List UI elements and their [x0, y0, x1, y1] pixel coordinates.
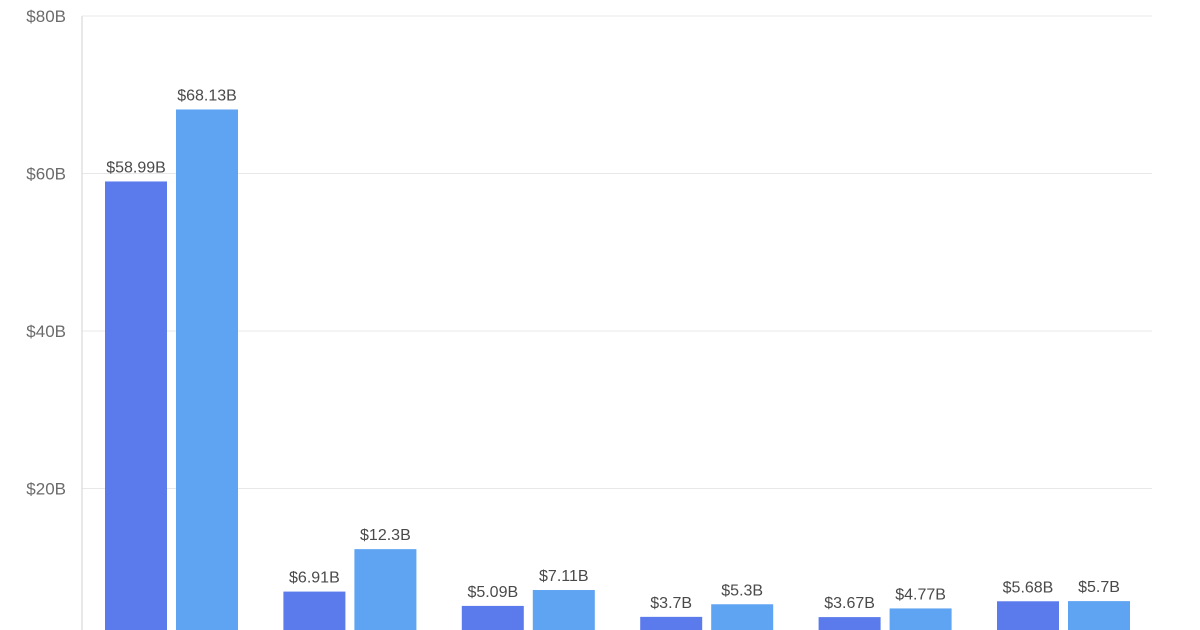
bar: [176, 109, 238, 630]
bar-value-label: $5.68B: [1003, 579, 1054, 596]
y-tick-label: $60B: [26, 165, 66, 184]
bar-value-label: $12.3B: [360, 527, 411, 544]
bar: [818, 617, 881, 630]
bar-value-label: $3.7B: [650, 595, 692, 612]
bar-value-label: $68.13B: [177, 87, 237, 104]
y-tick-label: $40B: [26, 322, 66, 341]
bar-value-label: $3.67B: [824, 595, 875, 612]
bar-value-label: $4.77B: [895, 586, 946, 603]
grid-lines: [82, 15, 1152, 489]
bar: [711, 604, 774, 630]
bar-value-label: $5.7B: [1078, 579, 1120, 596]
bar-value-label: $58.99B: [106, 159, 166, 176]
bar: [461, 605, 524, 630]
y-axis: $20B $40B $60B $80B: [26, 7, 83, 630]
bar: [283, 591, 346, 630]
bar: [997, 601, 1059, 630]
bar: [354, 549, 417, 630]
bar: [1068, 601, 1130, 630]
bar-value-label: $6.91B: [289, 570, 340, 587]
data-labels: $58.99B $6.91B $5.09B $3.7B $3.67B $5.68B $68.…: [106, 87, 1120, 612]
y-tick-label: $80B: [26, 7, 66, 26]
bar: [889, 608, 952, 630]
bar: [640, 616, 703, 630]
bar: [532, 590, 595, 630]
y-tick-label: $20B: [26, 480, 66, 499]
bar: [105, 181, 167, 630]
bars: [105, 109, 1130, 630]
bar-value-label: $7.11B: [539, 568, 589, 585]
bar-value-label: $5.3B: [721, 582, 763, 599]
bar-value-label: $5.09B: [467, 584, 518, 601]
